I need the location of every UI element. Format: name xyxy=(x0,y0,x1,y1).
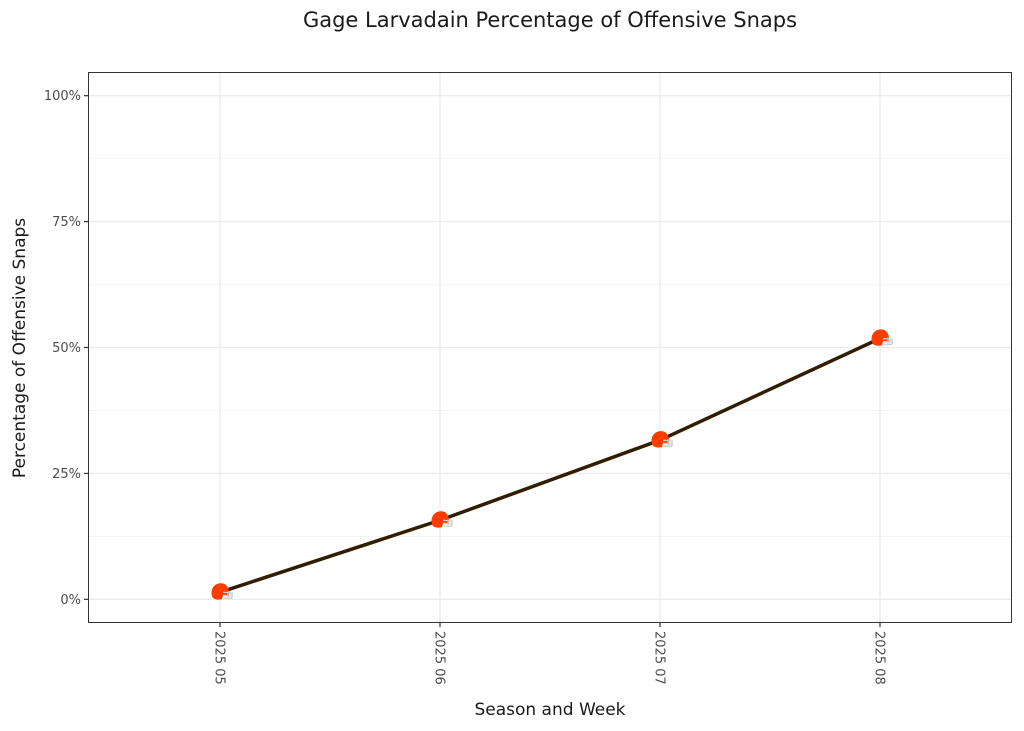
helmet-marker xyxy=(431,511,454,528)
helmet-marker xyxy=(211,583,234,600)
x-tick-label: 2025 06 xyxy=(432,631,447,685)
y-axis-title: Percentage of Offensive Snaps xyxy=(10,218,30,478)
x-axis: 2025 05 2025 06 2025 07 2025 08 xyxy=(212,623,887,685)
helmet-marker xyxy=(871,329,894,346)
helmet-marker xyxy=(651,431,674,448)
helmet-facemask-icon xyxy=(222,591,234,600)
y-tick-label: 50% xyxy=(52,341,81,356)
x-axis-title: Season and Week xyxy=(474,700,625,720)
chart-title: Gage Larvadain Percentage of Offensive S… xyxy=(303,8,797,32)
helmet-facemask-icon xyxy=(442,519,454,528)
x-tick-label: 2025 05 xyxy=(212,631,227,685)
y-tick-label: 25% xyxy=(52,467,81,482)
y-tick-label: 0% xyxy=(60,593,81,608)
series xyxy=(211,329,894,600)
helmet-shell-icon xyxy=(651,431,669,448)
grid xyxy=(88,72,1012,623)
y-tick-label: 75% xyxy=(52,215,81,230)
helmet-shell-icon xyxy=(431,511,449,528)
y-tick-label: 100% xyxy=(44,89,81,104)
y-axis: 0% 25% 50% 75% 100% xyxy=(44,89,88,608)
helmet-shell-icon xyxy=(211,583,229,600)
x-tick-label: 2025 07 xyxy=(652,631,667,685)
x-tick-label: 2025 08 xyxy=(872,631,887,685)
helmet-facemask-icon xyxy=(882,337,894,346)
helmet-facemask-icon xyxy=(662,439,674,448)
helmet-shell-icon xyxy=(871,329,889,346)
plot-panel-border xyxy=(88,72,1012,623)
series-line xyxy=(219,336,881,594)
